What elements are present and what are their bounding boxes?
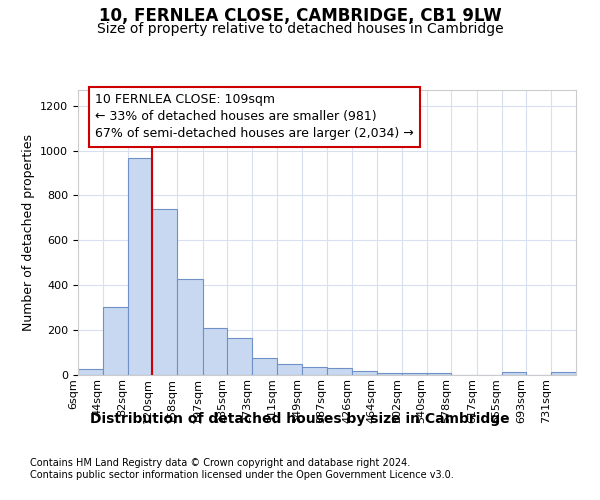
- Text: Contains public sector information licensed under the Open Government Licence v3: Contains public sector information licen…: [30, 470, 454, 480]
- Bar: [352, 371, 377, 375]
- Bar: [377, 373, 402, 375]
- Bar: [128, 158, 152, 375]
- Text: 10 FERNLEA CLOSE: 109sqm
← 33% of detached houses are smaller (981)
67% of semi-: 10 FERNLEA CLOSE: 109sqm ← 33% of detach…: [95, 94, 414, 140]
- Bar: [227, 338, 252, 375]
- Bar: [177, 278, 203, 375]
- Bar: [326, 368, 352, 375]
- Text: Distribution of detached houses by size in Cambridge: Distribution of detached houses by size …: [90, 412, 510, 426]
- Bar: [502, 372, 526, 375]
- Bar: [103, 306, 128, 375]
- Y-axis label: Number of detached properties: Number of detached properties: [22, 134, 35, 331]
- Bar: [203, 328, 227, 375]
- Bar: [402, 373, 427, 375]
- Bar: [152, 209, 177, 375]
- Bar: [427, 373, 451, 375]
- Bar: [78, 370, 103, 375]
- Bar: [302, 367, 326, 375]
- Bar: [252, 358, 277, 375]
- Text: Size of property relative to detached houses in Cambridge: Size of property relative to detached ho…: [97, 22, 503, 36]
- Bar: [277, 364, 302, 375]
- Text: 10, FERNLEA CLOSE, CAMBRIDGE, CB1 9LW: 10, FERNLEA CLOSE, CAMBRIDGE, CB1 9LW: [98, 8, 502, 26]
- Text: Contains HM Land Registry data © Crown copyright and database right 2024.: Contains HM Land Registry data © Crown c…: [30, 458, 410, 468]
- Bar: [551, 372, 576, 375]
